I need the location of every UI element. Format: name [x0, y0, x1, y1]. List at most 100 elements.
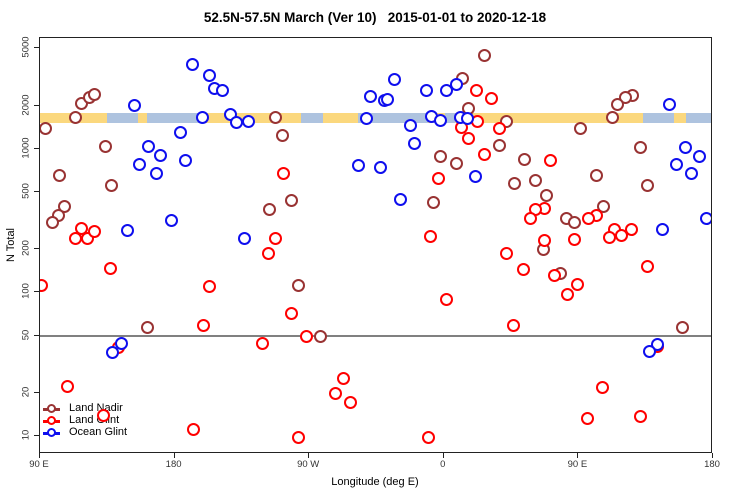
data-point [421, 431, 435, 445]
data-point [68, 110, 82, 124]
data-point [596, 380, 610, 394]
data-point [115, 337, 129, 351]
plot-area: Land Nadir Land Glint Ocean Glint [39, 37, 712, 453]
data-point [337, 371, 351, 385]
y-tick [34, 147, 39, 149]
data-point [203, 68, 217, 82]
y-tick [34, 291, 39, 293]
data-point [291, 278, 305, 292]
ocean-segment [357, 113, 428, 124]
x-axis-label: Longitude (deg E) [331, 476, 419, 488]
data-point [404, 118, 418, 132]
data-point [676, 320, 690, 334]
data-point [568, 232, 582, 246]
x-tick [173, 453, 175, 458]
y-tick-label: 2000 [20, 93, 32, 116]
data-point [284, 193, 298, 207]
data-point [568, 215, 582, 229]
data-point [516, 263, 530, 277]
data-point [603, 230, 617, 244]
y-tick-label: 20 [20, 386, 32, 398]
data-point [53, 168, 67, 182]
data-point [329, 386, 343, 400]
data-point [291, 431, 305, 445]
data-point [477, 147, 491, 161]
data-point [104, 261, 118, 275]
y-axis-label: N Total [5, 227, 17, 263]
data-point [154, 148, 168, 162]
y-tick-label: 50 [20, 329, 32, 340]
x-tick-label: 180 [704, 459, 720, 470]
data-point [364, 90, 378, 103]
data-point [614, 228, 628, 242]
data-point [164, 213, 178, 227]
data-point [127, 99, 141, 113]
data-point [634, 409, 648, 423]
y-tick [34, 435, 39, 436]
data-point [344, 395, 358, 409]
x-tick-label: 180 [165, 459, 182, 470]
legend-item: Ocean Glint [43, 426, 153, 438]
data-point [493, 138, 507, 152]
x-tick [712, 453, 713, 458]
data-point [477, 49, 491, 63]
data-point [121, 223, 135, 237]
data-point [582, 212, 596, 226]
data-point [196, 318, 210, 332]
land-segment [455, 113, 643, 124]
data-point [426, 195, 440, 209]
data-point [45, 215, 59, 229]
data-point [641, 179, 655, 193]
data-point [449, 78, 463, 92]
data-point [633, 140, 647, 154]
data-point [460, 112, 474, 126]
data-point [679, 140, 693, 154]
ocean-segment [686, 113, 711, 124]
data-point [663, 98, 677, 112]
data-point [394, 193, 408, 207]
y-tick [34, 47, 39, 49]
data-point [40, 121, 52, 135]
x-tick-label: 0 [440, 459, 446, 470]
data-point [499, 247, 513, 261]
y-tick [34, 391, 39, 393]
data-point [299, 330, 313, 344]
data-point [462, 132, 476, 146]
data-point [68, 231, 82, 245]
data-point [187, 422, 201, 436]
data-point [408, 136, 422, 150]
data-point [571, 278, 585, 292]
legend-item: Land Nadir [43, 402, 153, 414]
data-point [449, 157, 463, 171]
data-point [469, 83, 483, 97]
data-point [262, 202, 276, 216]
data-point [544, 154, 558, 168]
data-point [548, 269, 562, 283]
legend-label: Land Nadir [69, 402, 123, 414]
x-tick-label: 90 E [567, 459, 588, 470]
data-point [195, 110, 209, 124]
x-tick-label: 90 W [297, 459, 320, 470]
data-point [284, 306, 298, 320]
data-point [439, 293, 453, 307]
ocean-segment [146, 113, 202, 124]
data-point [276, 167, 290, 181]
data-point [268, 110, 282, 124]
data-point [241, 115, 255, 129]
x-tick [577, 453, 579, 458]
data-point [373, 161, 387, 175]
x-tick [39, 453, 40, 458]
data-point [104, 179, 118, 193]
y-tick-label: 1000 [20, 137, 32, 159]
reference-line [40, 334, 711, 337]
legend-marker-circle [47, 416, 56, 425]
data-point [352, 159, 365, 173]
legend-marker-circle [47, 404, 56, 413]
y-tick [34, 248, 39, 250]
data-point [173, 125, 187, 139]
ocean-segment [642, 113, 675, 124]
legend-label: Land Glint [69, 414, 120, 426]
y-tick [34, 104, 39, 106]
y-tick-label: 5000 [20, 36, 32, 58]
data-point [493, 121, 507, 135]
